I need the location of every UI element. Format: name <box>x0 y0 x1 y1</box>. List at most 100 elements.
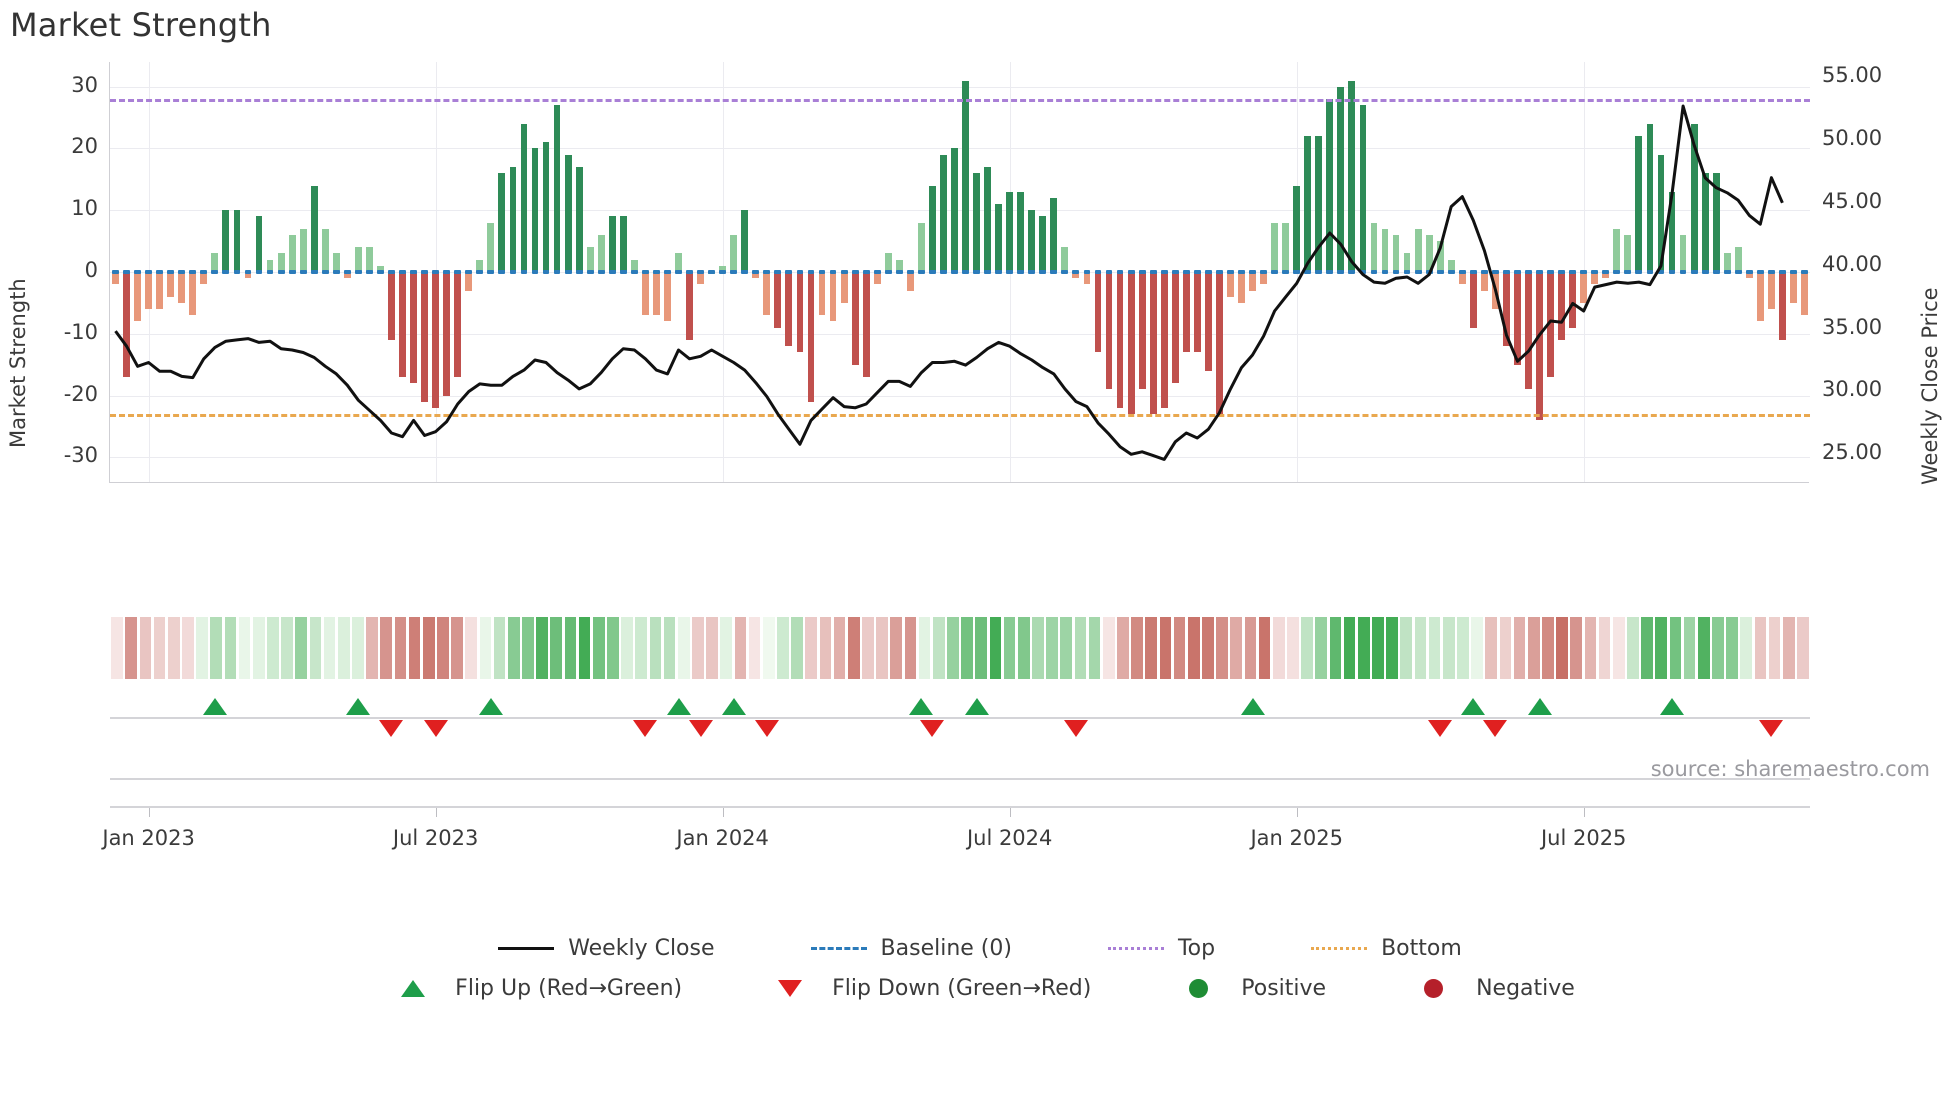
baseline-segment <box>1701 270 1709 274</box>
baseline-segment <box>1447 270 1455 274</box>
flip-up-marker <box>666 698 691 715</box>
strength-bar <box>873 272 881 285</box>
strength-bar <box>1536 272 1543 421</box>
heatmap-cell <box>1655 617 1668 679</box>
baseline-segment <box>1227 270 1234 274</box>
baseline-segment <box>884 270 892 274</box>
swatch-mark <box>498 947 555 950</box>
legend-item-bottom[interactable]: Bottom <box>1311 936 1462 961</box>
strength-bar <box>200 272 208 285</box>
baseline-segment <box>310 270 318 274</box>
triangle-up-icon <box>385 978 441 998</box>
strength-bar <box>498 173 506 272</box>
weekly-close-polyline <box>114 104 1784 461</box>
heatmap-cell <box>1173 617 1186 679</box>
weekly-close-line <box>114 104 1784 461</box>
heatmap-cell <box>663 617 676 679</box>
heatmap-cell <box>947 617 959 679</box>
baseline-segment <box>1094 270 1102 274</box>
baseline-segment <box>1315 270 1323 274</box>
heatmap-cell <box>635 617 648 679</box>
baseline-segment <box>178 270 186 274</box>
strength-bar <box>1503 272 1510 347</box>
strength-bar <box>884 253 892 272</box>
x-axis-tick-label: Jan 2024 <box>676 826 769 850</box>
legend-item-negative[interactable]: Negative <box>1406 976 1575 1001</box>
heatmap-cell <box>1428 617 1441 679</box>
baseline-segment <box>288 270 296 274</box>
heatmap-cell <box>621 617 633 679</box>
legend-item-flip-up-red-green[interactable]: Flip Up (Red→Green) <box>385 976 682 1001</box>
heatmap-cell <box>847 617 860 679</box>
baseline-segment <box>951 270 958 274</box>
legend-item-baseline-0[interactable]: Baseline (0) <box>810 936 1012 961</box>
baseline-segment <box>1249 270 1256 274</box>
baseline-segment <box>1392 270 1400 274</box>
strength-bar <box>664 272 671 322</box>
strength-bar <box>1260 272 1267 285</box>
baseline-segment <box>200 270 208 274</box>
baseline-segment <box>1028 270 1036 274</box>
baseline-segment <box>664 270 671 274</box>
baseline-segment <box>1547 270 1554 274</box>
baseline-segment <box>1193 270 1201 274</box>
baseline-segment <box>1745 270 1753 274</box>
baseline-segment <box>1690 270 1698 274</box>
heatmap-cell <box>1584 617 1597 679</box>
baseline-segment <box>1149 270 1157 274</box>
baseline-segment <box>1790 270 1797 274</box>
heatmap-cell <box>564 617 577 679</box>
baseline-segment <box>862 270 870 274</box>
strength-bar <box>1745 272 1753 279</box>
strength-bar <box>1271 222 1279 272</box>
strength-bar <box>641 272 649 316</box>
baseline-segment <box>299 270 307 274</box>
strength-bar <box>1414 228 1422 272</box>
baseline-segment <box>708 270 716 274</box>
strength-bar <box>1624 234 1632 272</box>
legend-label: Flip Down (Green→Red) <box>832 975 1092 1001</box>
strength-bar <box>421 272 429 402</box>
baseline-segment <box>1116 270 1124 274</box>
baseline-segment <box>818 270 826 274</box>
strength-bar <box>1348 80 1356 272</box>
strength-bar <box>310 185 318 272</box>
baseline-segment <box>410 270 417 274</box>
legend-item-top[interactable]: Top <box>1107 936 1215 961</box>
heatmap-cell <box>210 617 223 679</box>
baseline-segment <box>1723 270 1731 274</box>
strength-bar <box>862 272 870 377</box>
heatmap-cell <box>1343 617 1356 679</box>
strength-bar <box>1359 105 1367 272</box>
heatmap-cell <box>1754 617 1767 679</box>
legend-item-weekly-close[interactable]: Weekly Close <box>498 936 715 961</box>
heatmap-cell <box>1570 617 1583 679</box>
strength-bar <box>1657 154 1665 272</box>
y-axis-right-tick-label: 55.00 <box>1822 63 1883 88</box>
baseline-segment <box>1215 270 1223 274</box>
strength-bar <box>1392 234 1400 272</box>
flip-up-marker <box>202 698 227 715</box>
baseline-segment <box>1778 270 1786 274</box>
heatmap-cell <box>309 617 322 679</box>
baseline-segment <box>1138 270 1146 274</box>
strength-bar <box>1315 136 1323 272</box>
dotted-line-swatch-icon <box>1107 938 1164 958</box>
heatmap-cell <box>1598 617 1611 679</box>
strength-bar <box>564 154 572 272</box>
legend-item-positive[interactable]: Positive <box>1171 976 1326 1001</box>
strength-bar <box>1734 247 1742 272</box>
strength-bar <box>1193 272 1201 353</box>
strength-bar <box>1767 272 1775 310</box>
baseline-segment <box>763 270 771 274</box>
heatmap-cell <box>352 617 364 679</box>
heatmap-cell <box>1499 617 1512 679</box>
baseline-segment <box>1414 270 1422 274</box>
heatmap-cell <box>975 617 988 679</box>
heatmap-cell <box>536 617 548 679</box>
heatmap-cell <box>791 617 803 679</box>
legend-item-flip-down-green-red[interactable]: Flip Down (Green→Red) <box>762 976 1091 1001</box>
strength-bar <box>123 272 130 377</box>
baseline-segment <box>1602 270 1610 274</box>
